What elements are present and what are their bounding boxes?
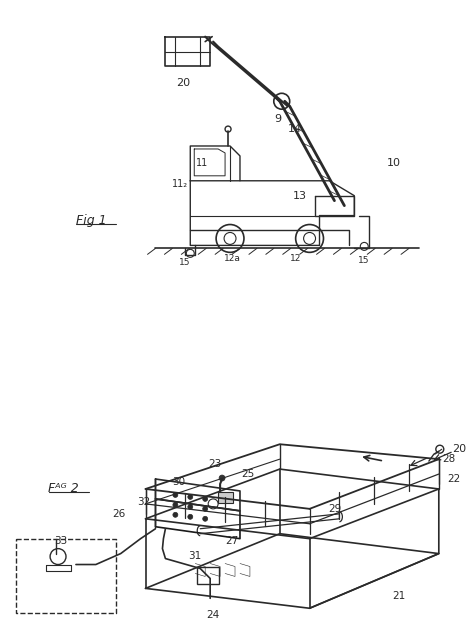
Text: Fig 1: Fig 1 (75, 214, 106, 227)
Text: 23: 23 (209, 459, 222, 469)
Circle shape (173, 512, 178, 517)
Text: 15: 15 (179, 258, 190, 267)
Text: 27: 27 (226, 535, 238, 545)
Text: 32: 32 (137, 497, 150, 507)
Text: 14: 14 (288, 124, 302, 134)
Text: 25: 25 (241, 469, 255, 479)
Circle shape (173, 502, 178, 507)
Circle shape (173, 492, 178, 497)
Text: 22: 22 (447, 474, 460, 484)
Circle shape (203, 497, 208, 502)
Bar (218, 492, 233, 503)
Circle shape (203, 516, 208, 521)
Text: 15: 15 (357, 256, 369, 265)
Circle shape (188, 514, 193, 519)
Text: 20: 20 (176, 78, 191, 88)
Text: Fᴬᴳ 2: Fᴬᴳ 2 (48, 482, 78, 495)
Text: 24: 24 (207, 610, 220, 620)
Text: 28: 28 (442, 454, 456, 464)
Text: 30: 30 (172, 477, 185, 487)
Text: 26: 26 (112, 509, 125, 519)
Text: 21: 21 (392, 591, 406, 601)
Text: 11₂: 11₂ (172, 179, 188, 189)
Text: 20: 20 (452, 444, 466, 454)
Text: 31: 31 (189, 551, 202, 561)
Text: 9: 9 (274, 114, 282, 124)
Circle shape (203, 507, 208, 512)
Text: 33: 33 (55, 535, 68, 545)
Circle shape (219, 475, 225, 481)
Circle shape (188, 495, 193, 499)
Text: 13: 13 (292, 191, 307, 201)
Text: 10: 10 (387, 158, 401, 168)
Circle shape (188, 504, 193, 509)
Text: 29: 29 (328, 504, 341, 514)
Text: 12a: 12a (224, 254, 240, 263)
Text: 12: 12 (290, 254, 301, 263)
Text: 11: 11 (196, 158, 209, 168)
Bar (197, 567, 219, 584)
